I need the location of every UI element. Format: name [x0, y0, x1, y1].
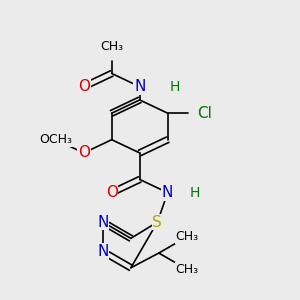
Text: H: H: [190, 186, 200, 200]
Text: N: N: [134, 79, 146, 94]
Text: CH₃: CH₃: [175, 230, 198, 243]
Text: N: N: [97, 244, 109, 259]
Text: O: O: [78, 146, 90, 160]
Text: O: O: [106, 185, 118, 200]
Text: N: N: [97, 214, 109, 230]
Text: S: S: [152, 214, 162, 230]
Text: OCH₃: OCH₃: [39, 133, 72, 146]
Text: Cl: Cl: [197, 106, 212, 121]
Text: O: O: [78, 79, 90, 94]
Text: H: H: [169, 80, 179, 94]
Text: CH₃: CH₃: [100, 40, 123, 53]
Text: N: N: [162, 185, 173, 200]
Text: CH₃: CH₃: [175, 263, 198, 276]
